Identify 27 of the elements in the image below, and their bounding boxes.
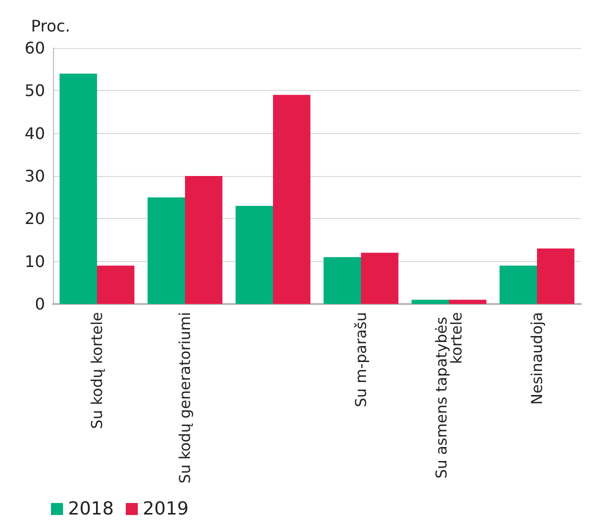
y-tick-label: 10	[24, 252, 45, 271]
x-tick-label: Su m-parašu	[352, 312, 370, 408]
bar	[60, 74, 97, 304]
y-tick-label: 30	[24, 166, 45, 186]
bar	[185, 176, 222, 304]
bar	[148, 197, 185, 304]
bar	[361, 252, 398, 304]
x-tick-label: Su kodų kortele	[88, 312, 106, 429]
y-axis-title: Proc.	[31, 16, 70, 36]
x-tick-label: Su kodų generatoriumi	[176, 312, 194, 484]
x-tick-label: Su asmens tapatybės kortele	[432, 312, 466, 479]
y-tick-label: 0	[34, 294, 45, 314]
bar	[236, 206, 273, 304]
bar	[324, 257, 361, 304]
bar	[273, 94, 310, 304]
bar	[97, 266, 134, 304]
y-tick-label: 50	[24, 81, 45, 100]
y-tick-label: 60	[24, 38, 45, 58]
y-tick-label: 20	[24, 209, 45, 228]
bar	[500, 266, 537, 304]
x-tick-label: Nesinaudoja	[528, 312, 546, 405]
bar	[412, 300, 449, 304]
bar	[537, 248, 574, 304]
legend-label: 2018	[68, 498, 114, 520]
legend-label: 2019	[142, 498, 189, 520]
y-tick-label: 40	[24, 124, 45, 143]
bar	[449, 300, 486, 304]
